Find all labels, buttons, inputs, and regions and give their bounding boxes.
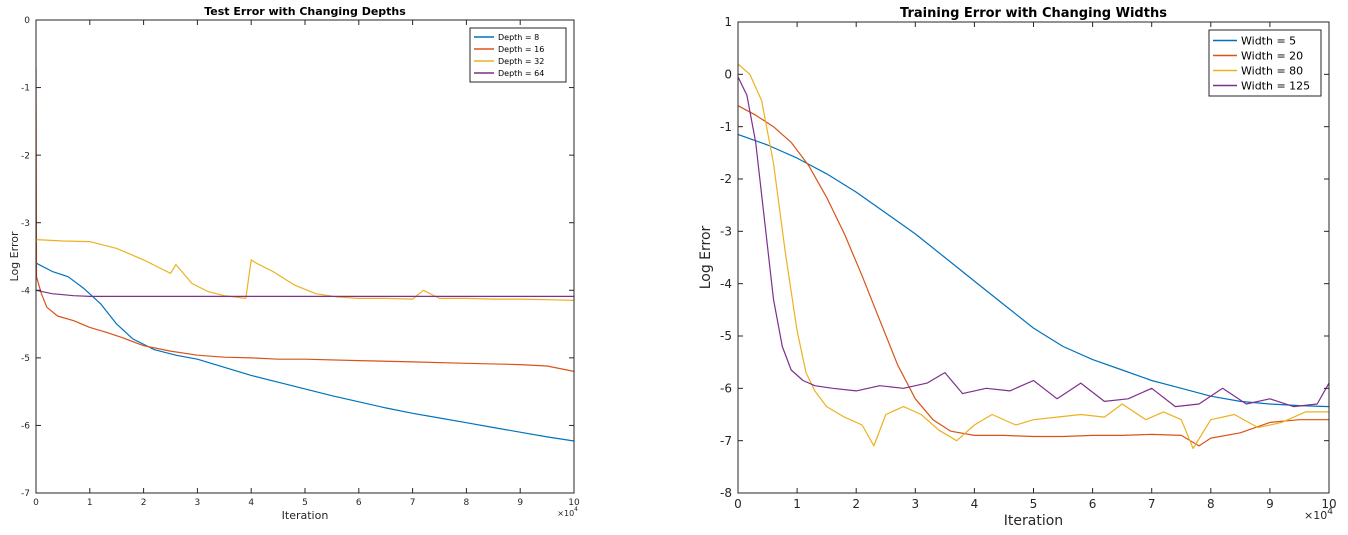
- x-tick-label: 3: [195, 498, 201, 508]
- x-axis-label: Iteration: [282, 509, 329, 522]
- legend-entry: Width = 5: [1241, 34, 1296, 47]
- x-tick-label: 6: [356, 498, 362, 508]
- x-tick-label: 9: [517, 498, 523, 508]
- x-exponent-power: 4: [1327, 507, 1333, 517]
- training-error-chart: Training Error with Changing Widths 0 1 2 3 4…: [698, 6, 1337, 529]
- x-tick-label: 2: [141, 498, 147, 508]
- series-line-4: [738, 76, 1329, 408]
- legend-entry: Depth = 8: [498, 33, 539, 42]
- x-tick-label: 0: [734, 497, 742, 511]
- y-tick-label: -3: [21, 219, 30, 229]
- x-tick-label: 0: [33, 498, 39, 508]
- y-tick-label: 0: [724, 68, 732, 82]
- series-line-2: [36, 67, 574, 372]
- chart-title: Test Error with Changing Depths: [204, 5, 406, 18]
- y-tick-label: -2: [21, 151, 30, 161]
- x-axis-label: Iteration: [1004, 513, 1063, 529]
- series-line-3: [36, 239, 574, 301]
- x-tick-label: 9: [1266, 497, 1274, 511]
- x-tick-label: 5: [302, 498, 308, 508]
- x-tick-label: 4: [971, 497, 979, 511]
- y-tick-label: -6: [21, 422, 30, 432]
- x-tick-label: 2: [852, 497, 860, 511]
- x-tick-label: 7: [410, 498, 416, 508]
- y-tick-label: -7: [720, 434, 732, 448]
- legend-entry: Depth = 16: [498, 45, 544, 54]
- plot-area: [738, 63, 1329, 450]
- series-line-4: [36, 289, 574, 297]
- x-exponent-label: ×104: [557, 506, 578, 518]
- legend-entry: Width = 80: [1241, 64, 1303, 77]
- axes-box: [35, 19, 575, 494]
- plot-area: [36, 67, 574, 442]
- x-tick-label: 5: [1030, 497, 1038, 511]
- y-tick-label: -5: [720, 329, 732, 343]
- test-error-chart: Test Error with Changing Depths 0 1 2 3 4 5 6 7 8…: [8, 5, 580, 522]
- x-tick-label: 10: [1321, 497, 1336, 511]
- x-tick-label: 8: [1207, 497, 1215, 511]
- y-tick-label: -6: [720, 382, 732, 396]
- x-tick-label: 6: [1089, 497, 1097, 511]
- y-tick-label: -3: [720, 225, 732, 239]
- series-line-2: [738, 105, 1329, 447]
- legend: Depth = 8 Depth = 16 Depth = 32 Depth = 64: [469, 27, 567, 83]
- y-tick-label: -2: [720, 172, 732, 186]
- y-axis-label: Log Error: [698, 225, 714, 289]
- y-tick-label: 1: [724, 15, 732, 29]
- legend-entry: Width = 125: [1241, 79, 1310, 92]
- x-tick-label: 3: [911, 497, 919, 511]
- y-tick-label: -1: [720, 120, 732, 134]
- legend-entry: Depth = 64: [498, 69, 544, 78]
- series-line-1: [36, 256, 574, 442]
- x-exponent-base: ×10: [557, 509, 574, 518]
- x-exponent-base: ×10: [1304, 509, 1327, 522]
- series-line-3: [738, 63, 1329, 450]
- x-tick-label: 1: [87, 498, 93, 508]
- x-exponent-label: ×104: [1304, 507, 1333, 522]
- y-tick-label: -5: [21, 354, 30, 364]
- y-tick-label: -4: [21, 286, 30, 296]
- x-tick-label: 8: [464, 498, 470, 508]
- x-exponent-power: 4: [574, 506, 578, 513]
- y-tick-label: -7: [21, 489, 30, 499]
- y-tick-label: -8: [720, 486, 732, 500]
- x-tick-label: 4: [248, 498, 254, 508]
- x-tick-label: 10: [568, 498, 580, 508]
- x-tick-label: 1: [793, 497, 801, 511]
- legend: Width = 5 Width = 20 Width = 80 Width = 125: [1208, 29, 1322, 97]
- y-tick-label: -4: [720, 277, 732, 291]
- series-line-1: [738, 133, 1329, 408]
- legend-entry: Depth = 32: [498, 57, 544, 66]
- y-axis-label: Log Error: [8, 231, 21, 281]
- x-tick-label: 7: [1148, 497, 1156, 511]
- y-tick-label: 0: [24, 16, 30, 26]
- legend-entry: Width = 20: [1241, 49, 1303, 62]
- chart-title: Training Error with Changing Widths: [900, 6, 1167, 21]
- y-tick-label: -1: [21, 84, 30, 94]
